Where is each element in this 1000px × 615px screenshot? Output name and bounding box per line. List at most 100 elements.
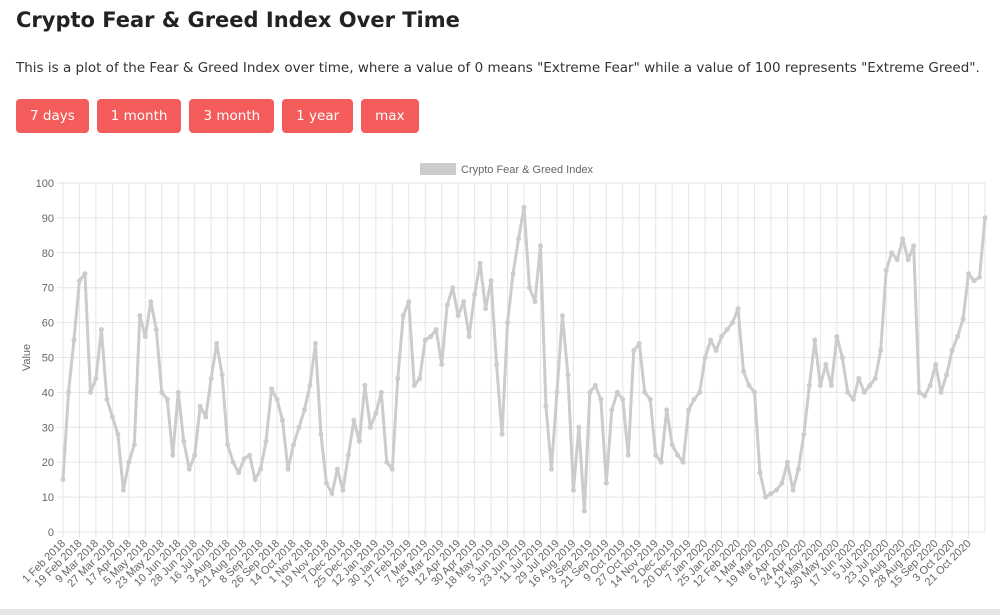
point	[878, 348, 884, 354]
point	[186, 466, 192, 472]
point	[104, 396, 110, 402]
point	[291, 442, 296, 448]
point	[181, 438, 187, 444]
point	[889, 250, 895, 256]
point	[98, 327, 104, 333]
y-tick-label: 20	[42, 457, 54, 469]
point	[466, 334, 472, 340]
point	[784, 459, 790, 465]
point	[82, 271, 88, 277]
range-button[interactable]: 3 month	[189, 99, 275, 133]
point	[741, 368, 747, 374]
point	[126, 459, 132, 465]
point	[252, 477, 258, 483]
point	[730, 320, 736, 326]
point	[773, 487, 779, 493]
point	[274, 396, 280, 402]
point	[697, 389, 703, 395]
point	[806, 382, 812, 388]
point	[367, 424, 373, 430]
point	[543, 403, 549, 409]
point	[971, 278, 977, 284]
range-button[interactable]: max	[361, 99, 419, 133]
point	[790, 487, 796, 493]
point	[109, 414, 115, 420]
point	[203, 414, 209, 420]
point	[719, 334, 725, 340]
point	[691, 396, 697, 402]
point	[422, 337, 428, 343]
point	[312, 341, 318, 347]
point	[148, 299, 154, 305]
point	[823, 361, 829, 367]
point	[175, 389, 181, 395]
point	[258, 466, 264, 472]
range-button[interactable]: 7 days	[16, 99, 89, 133]
point	[675, 452, 681, 458]
point	[927, 382, 933, 388]
y-tick-label: 100	[36, 178, 54, 190]
description: This is a plot of the Fear & Greed Index…	[16, 60, 980, 76]
point	[378, 389, 384, 395]
legend-label: Crypto Fear & Greed Index	[461, 164, 594, 176]
point	[883, 267, 889, 273]
point	[933, 361, 939, 367]
point	[142, 334, 148, 340]
point	[263, 438, 269, 444]
point	[669, 442, 675, 448]
y-tick-label: 0	[48, 527, 54, 539]
point	[861, 389, 867, 395]
point	[609, 407, 615, 413]
point	[334, 466, 340, 472]
point	[93, 375, 99, 381]
point	[439, 361, 445, 367]
point	[598, 396, 604, 402]
point	[87, 389, 93, 395]
point	[307, 382, 313, 388]
point	[647, 396, 653, 402]
point	[850, 396, 856, 402]
point	[708, 337, 714, 343]
point	[400, 313, 406, 319]
point	[395, 375, 401, 381]
point	[559, 313, 565, 319]
range-button[interactable]: 1 year	[282, 99, 354, 133]
point	[955, 334, 961, 340]
point	[982, 215, 988, 221]
point	[614, 389, 620, 395]
point	[828, 382, 834, 388]
point	[60, 477, 66, 483]
point	[801, 431, 807, 437]
point	[752, 389, 757, 395]
point	[340, 487, 346, 493]
y-tick-label: 80	[42, 248, 54, 260]
point	[65, 389, 71, 395]
point	[625, 452, 631, 458]
point	[219, 372, 225, 378]
point	[735, 306, 741, 312]
point	[225, 442, 231, 448]
point	[280, 417, 286, 423]
point	[872, 375, 878, 381]
point	[658, 459, 664, 465]
point	[433, 327, 439, 333]
point	[269, 386, 275, 392]
point	[916, 389, 922, 395]
point	[905, 257, 911, 263]
point	[664, 407, 670, 413]
point	[285, 466, 291, 472]
point	[762, 494, 768, 500]
point	[356, 438, 362, 444]
point	[636, 341, 642, 347]
point	[318, 431, 324, 437]
range-button[interactable]: 1 month	[96, 99, 182, 133]
point	[894, 257, 900, 263]
point	[532, 299, 538, 305]
point	[521, 204, 527, 210]
point	[461, 299, 467, 305]
point	[444, 302, 450, 308]
point	[417, 375, 423, 381]
range-buttons: 7 days 1 month 3 month 1 year max	[16, 99, 419, 133]
point	[587, 389, 593, 395]
